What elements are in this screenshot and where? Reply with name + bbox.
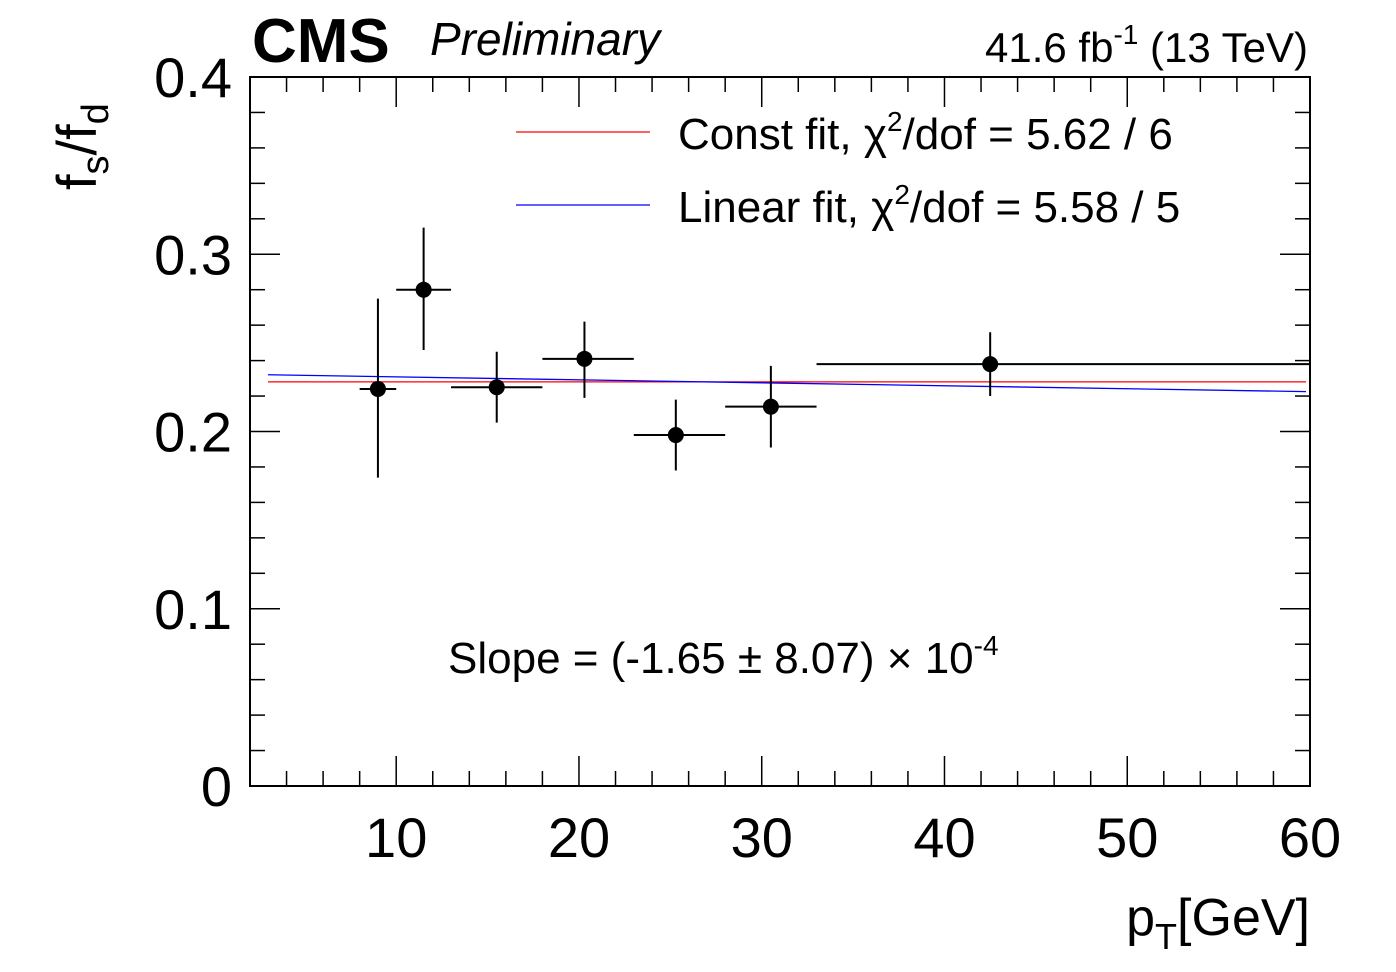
y-tick-label: 0.1 — [154, 578, 232, 641]
x-tick-label: 30 — [731, 806, 793, 869]
data-marker — [415, 281, 432, 298]
legend-label-linear-fit: Linear fit, χ2/dof = 5.58 / 5 — [678, 179, 1180, 232]
status-label: Preliminary — [430, 13, 663, 65]
y-tick-label: 0.4 — [154, 46, 232, 109]
y-axis-label: fs/fd — [45, 103, 117, 190]
x-axis-label: pT[GeV] — [1126, 889, 1310, 957]
slope-annotation: Slope = (-1.65 ± 8.07) × 10-4 — [448, 630, 999, 683]
x-tick-label: 20 — [548, 806, 610, 869]
data-point — [542, 321, 634, 398]
x-tick-label: 40 — [913, 806, 975, 869]
legend-label-const-fit: Const fit, χ2/dof = 5.62 / 6 — [678, 106, 1173, 159]
data-point — [396, 227, 452, 350]
data-marker — [667, 427, 684, 444]
data-marker — [488, 379, 505, 396]
y-tick-label: 0.3 — [154, 223, 232, 286]
data-point — [359, 298, 397, 478]
data-point — [816, 332, 1310, 397]
y-tick-label: 0.2 — [154, 401, 232, 464]
y-tick-label: 0 — [201, 755, 232, 818]
data-marker — [982, 356, 999, 373]
data-marker — [369, 380, 386, 397]
axes: 10 20 30 40 50 60 0 0.1 0.2 0.3 0.4 — [154, 46, 1341, 869]
x-tick-label: 50 — [1096, 806, 1158, 869]
x-tick-label: 10 — [365, 806, 427, 869]
data-marker — [576, 350, 593, 367]
x-tick-label: 60 — [1279, 806, 1341, 869]
legend: Const fit, χ2/dof = 5.62 / 6 Linear fit,… — [516, 106, 1180, 232]
data-point — [451, 351, 543, 423]
data-point — [633, 399, 726, 471]
data-marker — [762, 398, 779, 415]
luminosity-exponent: -1 — [1113, 19, 1138, 50]
luminosity-label: 41.6 fb-1 (13 TeV) — [985, 19, 1308, 71]
fit-line-linear — [267, 374, 1307, 393]
data-point — [725, 365, 817, 448]
data-points — [359, 227, 1310, 478]
fit-lines — [267, 374, 1307, 393]
experiment-label: CMS — [252, 7, 390, 76]
